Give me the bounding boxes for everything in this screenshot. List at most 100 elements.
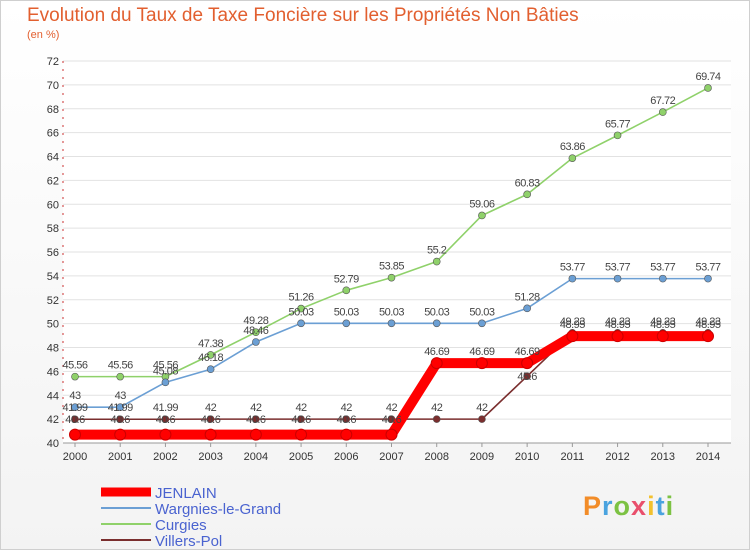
data-point [568,154,577,162]
data-point [658,274,667,283]
data-point [568,274,577,283]
data-label: 51.26 [289,292,314,304]
data-label: 59.06 [469,198,494,210]
y-tick-label: 68 [47,104,59,116]
data-label: 45.56 [153,360,178,372]
data-label: 40.6 [201,414,221,426]
data-label: 69.74 [695,71,720,83]
x-tick-label: 2003 [198,451,222,463]
legend-label: Curgies [155,517,207,534]
data-point [387,415,396,423]
data-label: 40.6 [291,414,311,426]
data-label: 47.38 [198,338,223,350]
data-point [252,328,260,337]
data-point [252,338,260,346]
data-label: 50.03 [334,306,359,318]
data-point [523,372,531,380]
data-point [478,211,486,220]
data-label: 42 [386,402,398,414]
data-label: 40.6 [111,414,131,426]
data-label: 46.18 [198,352,223,364]
data-point [295,428,308,441]
y-tick-label: 46 [47,366,59,378]
y-tick-label: 72 [47,56,59,68]
x-tick-label: 2012 [605,451,629,463]
y-tick-label: 42 [47,414,59,426]
data-point [159,428,172,441]
data-point [116,415,125,424]
data-label: 65.77 [605,118,630,130]
data-label: 60.83 [515,177,540,189]
y-tick-label: 40 [47,438,59,450]
chart-title: Evolution du Taux de Taxe Foncière sur l… [27,5,579,26]
data-label: 53.77 [695,262,720,274]
x-tick-label: 2001 [108,451,132,463]
data-label: 42 [205,402,217,414]
data-point [478,319,486,328]
data-point [385,428,398,441]
data-label: 46.69 [469,346,494,358]
y-tick-label: 52 [47,295,59,307]
data-label: 42 [341,402,353,414]
data-point [297,304,305,313]
data-label: 48.95 [650,319,675,331]
data-label: 48.95 [605,319,630,331]
data-label: 42 [295,402,307,414]
data-label: 40.6 [65,414,85,426]
data-label: 49.23 [695,316,720,328]
data-label: 45.56 [108,360,133,372]
x-tick-label: 2006 [334,451,358,463]
x-tick-label: 2008 [424,451,448,463]
data-point [161,378,170,387]
y-tick-label: 50 [47,319,59,331]
legend-label: Wargnies-le-Grand [155,501,281,518]
data-point [658,108,667,116]
logo-letter: i [665,491,675,521]
x-tick-label: 2014 [696,451,720,463]
data-point [71,372,79,381]
data-label: 50.03 [379,306,404,318]
data-point [523,304,531,313]
x-tick-label: 2000 [63,451,87,463]
data-point [432,319,441,328]
data-point [252,415,260,423]
data-label: 41.99 [108,402,133,414]
data-point [523,190,531,199]
data-label: 40.6 [156,414,176,426]
data-point [521,357,534,370]
x-tick-label: 2010 [515,451,539,463]
data-point [430,357,443,370]
data-point [297,415,305,423]
data-label: 53.85 [379,261,404,273]
data-label: 40.6 [246,414,266,426]
data-label: 53.77 [605,262,630,274]
data-point [613,131,622,140]
data-point [656,330,669,343]
data-point [613,274,622,283]
data-point [249,428,262,441]
data-point [161,415,170,424]
x-tick-label: 2005 [289,451,313,463]
data-label: 45.6 [517,371,537,383]
data-point [206,415,215,423]
y-tick-label: 48 [47,343,59,355]
data-label: 40.6 [337,414,357,426]
data-point [475,357,488,370]
data-label: 42 [431,402,443,414]
data-label: 49.23 [605,316,630,328]
y-tick-label: 56 [47,247,59,259]
data-point [478,415,486,423]
data-label: 48.95 [560,319,585,331]
proxiti-logo: Proxiti [583,491,674,522]
data-label: 51.28 [515,291,540,303]
y-tick-label: 58 [47,223,59,235]
logo-letter: i [647,491,656,521]
x-tick-label: 2007 [379,451,403,463]
data-label: 42 [476,402,488,414]
data-label: 45.56 [62,360,87,372]
data-label: 53.77 [650,262,675,274]
data-label: 41.99 [153,402,178,414]
logo-letter: P [583,491,603,521]
y-tick-label: 54 [47,271,59,283]
data-label: 49.28 [243,315,268,327]
